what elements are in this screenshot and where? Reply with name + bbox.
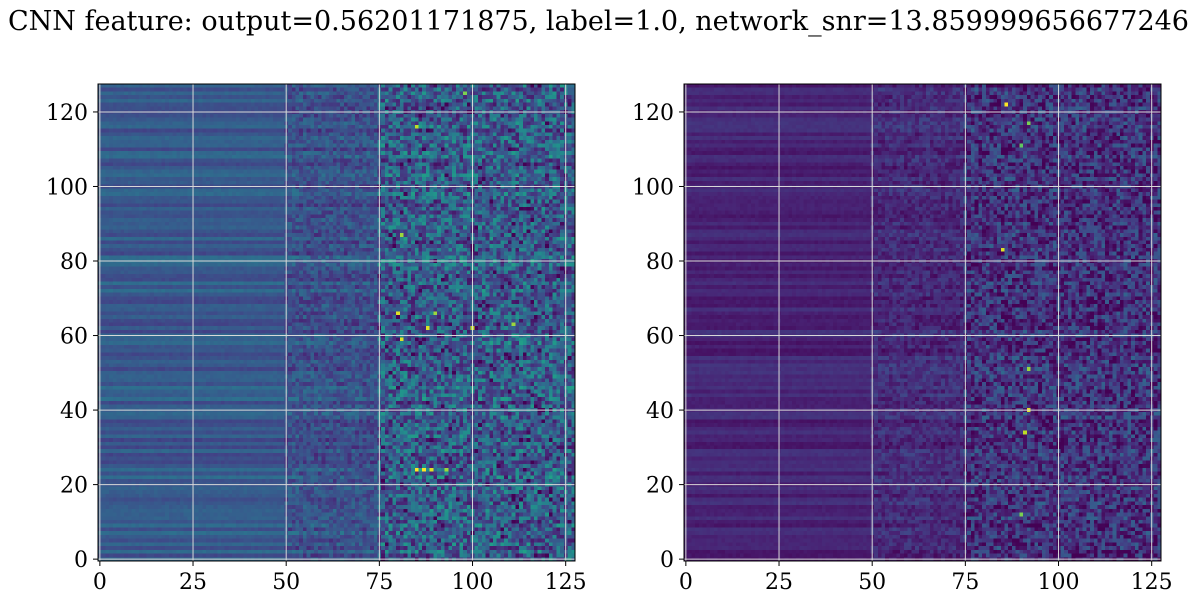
y-tick-label: 100 bbox=[632, 175, 674, 200]
x-tick-label: 50 bbox=[858, 570, 886, 595]
y-tick-label: 20 bbox=[60, 474, 88, 499]
x-tick-label: 125 bbox=[545, 570, 587, 595]
y-tick-label: 80 bbox=[60, 250, 88, 275]
x-tick-label: 0 bbox=[679, 570, 693, 595]
x-tick-label: 75 bbox=[365, 570, 393, 595]
x-tick-label: 0 bbox=[93, 570, 107, 595]
x-tick-label: 100 bbox=[1038, 570, 1080, 595]
heatmap-image bbox=[684, 84, 1161, 561]
y-tick-label: 40 bbox=[60, 399, 88, 424]
heatmap-panel-left: 0 25 50 75 100 125 0 20 40 60 80 100 120 bbox=[46, 83, 587, 595]
x-tick-label: 25 bbox=[765, 570, 793, 595]
heatmap-image bbox=[98, 84, 575, 561]
axes-frame bbox=[97, 83, 576, 562]
y-tick-label: 80 bbox=[646, 250, 674, 275]
y-tick-label: 40 bbox=[646, 399, 674, 424]
y-tick-label: 120 bbox=[46, 101, 88, 126]
x-tick-label: 75 bbox=[951, 570, 979, 595]
x-tick-label: 100 bbox=[452, 570, 494, 595]
y-tick-label: 60 bbox=[60, 325, 88, 350]
y-tick-label: 0 bbox=[660, 548, 674, 573]
y-tick-label: 20 bbox=[646, 474, 674, 499]
y-tick-label: 100 bbox=[46, 175, 88, 200]
x-tick-label: 125 bbox=[1131, 570, 1173, 595]
y-tick-label: 0 bbox=[74, 548, 88, 573]
y-tick-label: 60 bbox=[646, 325, 674, 350]
y-tick-label: 120 bbox=[632, 101, 674, 126]
x-tick-label: 25 bbox=[179, 570, 207, 595]
heatmap-panel-right: 0 25 50 75 100 125 0 20 40 60 80 100 120 bbox=[632, 83, 1173, 595]
axes-frame bbox=[683, 83, 1162, 562]
figure-title: CNN feature: output=0.56201171875, label… bbox=[8, 6, 1189, 37]
x-tick-label: 50 bbox=[272, 570, 300, 595]
